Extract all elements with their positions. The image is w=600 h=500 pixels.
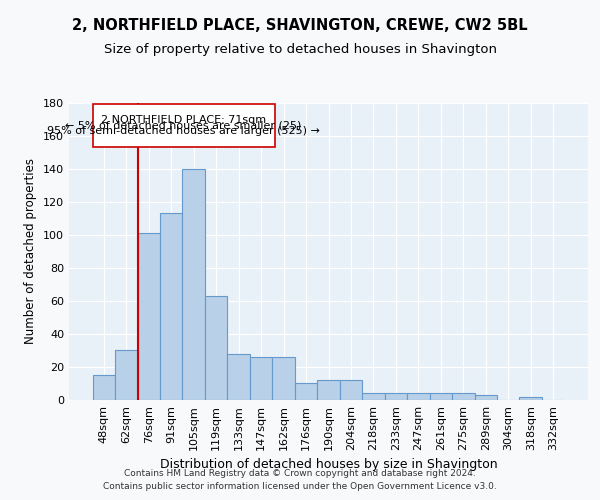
- X-axis label: Distribution of detached houses by size in Shavington: Distribution of detached houses by size …: [160, 458, 497, 471]
- Text: Size of property relative to detached houses in Shavington: Size of property relative to detached ho…: [104, 42, 497, 56]
- Text: ← 5% of detached houses are smaller (25): ← 5% of detached houses are smaller (25): [65, 120, 302, 130]
- Bar: [452, 394, 475, 400]
- Bar: [115, 350, 137, 400]
- Bar: [475, 395, 497, 400]
- Bar: [137, 233, 160, 400]
- FancyBboxPatch shape: [92, 104, 275, 147]
- Bar: [407, 394, 430, 400]
- Text: 2 NORTHFIELD PLACE: 71sqm: 2 NORTHFIELD PLACE: 71sqm: [101, 115, 266, 125]
- Bar: [205, 296, 227, 400]
- Bar: [295, 384, 317, 400]
- Bar: [430, 394, 452, 400]
- Bar: [272, 357, 295, 400]
- Bar: [92, 375, 115, 400]
- Bar: [340, 380, 362, 400]
- Bar: [520, 396, 542, 400]
- Bar: [250, 357, 272, 400]
- Y-axis label: Number of detached properties: Number of detached properties: [25, 158, 37, 344]
- Bar: [227, 354, 250, 400]
- Bar: [160, 213, 182, 400]
- Text: 2, NORTHFIELD PLACE, SHAVINGTON, CREWE, CW2 5BL: 2, NORTHFIELD PLACE, SHAVINGTON, CREWE, …: [72, 18, 528, 32]
- Bar: [385, 394, 407, 400]
- Text: Contains HM Land Registry data © Crown copyright and database right 2024.
Contai: Contains HM Land Registry data © Crown c…: [103, 470, 497, 491]
- Bar: [182, 168, 205, 400]
- Text: 95% of semi-detached houses are larger (525) →: 95% of semi-detached houses are larger (…: [47, 126, 320, 136]
- Bar: [317, 380, 340, 400]
- Bar: [362, 394, 385, 400]
